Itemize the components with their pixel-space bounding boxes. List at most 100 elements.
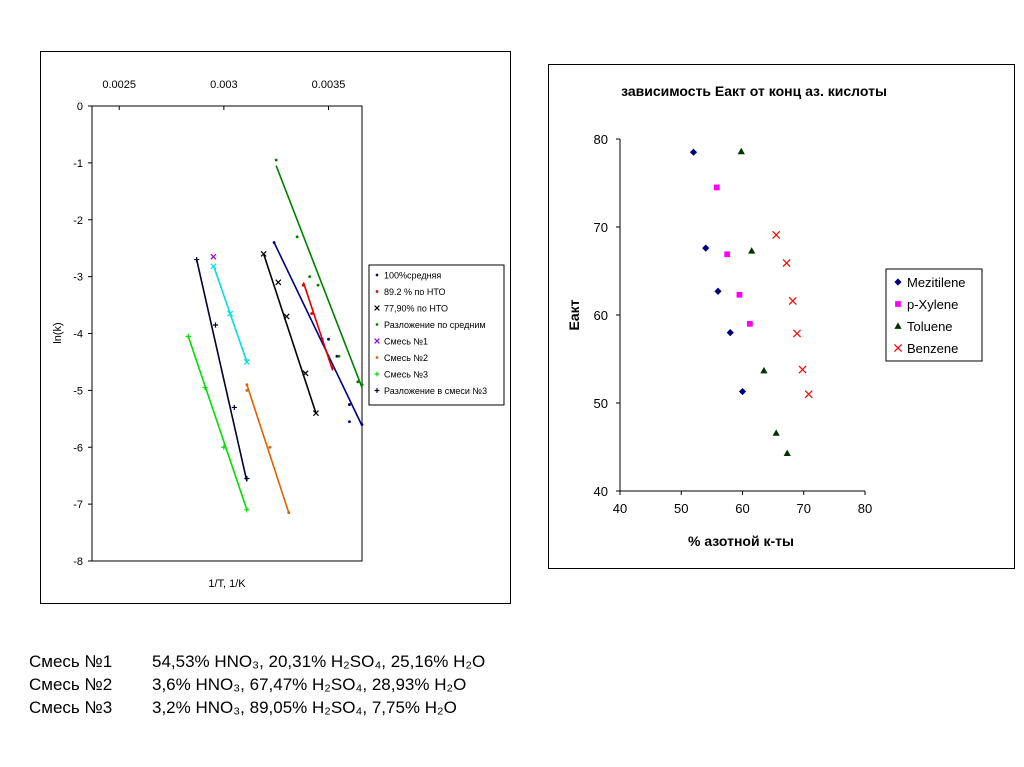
data-point: [245, 388, 249, 392]
chart-title: зависимость Еакт от конц аз. кислоты: [621, 83, 887, 99]
data-point: [375, 290, 379, 293]
data-point: [301, 283, 305, 287]
series: [272, 241, 364, 426]
data-point: [737, 147, 745, 155]
data-point: [724, 251, 731, 258]
trend-line: [275, 165, 363, 388]
y-tick-label: -1: [73, 158, 83, 170]
x-axis-label: % азотной к-ты: [688, 533, 794, 549]
mixture-note: Смесь №2 3,6% HNO₃, 67,47% H₂SO₄, 28,93%…: [29, 673, 485, 696]
series: [194, 256, 250, 482]
y-tick-label: 50: [594, 396, 608, 411]
data-point: [221, 444, 227, 450]
data-point: [335, 354, 339, 358]
data-point: [295, 235, 299, 239]
data-point: [348, 420, 351, 424]
mixture-composition: 3,6% HNO₃, 67,47% H₂SO₄, 28,93% H₂O: [152, 675, 467, 694]
data-point: [746, 320, 753, 327]
data-point: [244, 507, 250, 513]
activation-energy-chart: зависимость Еакт от конц аз. кислоты 40 50…: [548, 64, 1015, 569]
data-point: [782, 259, 791, 268]
data-point: [726, 329, 734, 337]
y-tick-label: -7: [73, 499, 83, 511]
series: [713, 184, 753, 327]
mixture-note: Смесь №3 3,2% HNO₃, 89,05% H₂SO₄, 7,75% …: [29, 696, 485, 719]
data-point: [327, 337, 330, 341]
data-point: [798, 365, 807, 374]
x-tick-label: 0.0035: [312, 79, 346, 91]
data-point: [260, 250, 267, 257]
mixture-composition: 3,2% HNO₃, 89,05% H₂SO₄, 7,75% H₂O: [152, 698, 457, 717]
data-point: [243, 358, 250, 365]
data-point: [783, 449, 791, 457]
legend-label: Смесь №3: [384, 370, 428, 380]
data-point: [772, 230, 781, 239]
mixture-composition: 54,53% HNO₃, 20,31% H₂SO₄, 25,16% H₂O: [152, 652, 486, 671]
legend-label: Разложение по средним: [384, 320, 486, 330]
data-point: [375, 273, 379, 277]
data-point: [360, 383, 364, 387]
series: [301, 282, 335, 371]
data-point: [895, 301, 901, 307]
y-tick-label: -5: [73, 385, 83, 397]
legend-label: p-Xylene: [907, 297, 958, 312]
x-tick-label: 60: [735, 501, 749, 516]
data-point: [893, 343, 903, 353]
trend-line: [302, 282, 334, 371]
data-point: [244, 475, 250, 482]
data-point: [702, 244, 710, 252]
y-tick-label: -6: [73, 442, 83, 454]
x-tick-label: 50: [674, 501, 688, 516]
data-point: [375, 323, 379, 326]
data-point: [274, 158, 278, 162]
y-tick-label: -2: [73, 215, 83, 227]
data-point: [748, 247, 756, 254]
x-tick-label: 80: [858, 501, 872, 516]
series: [737, 147, 791, 457]
activation-energy-chart-svg: зависимость Еакт от конц аз. кислоты 40 50…: [566, 83, 983, 549]
legend-label: 89.2 % по НТО: [384, 287, 446, 297]
data-point: [337, 354, 341, 358]
x-tick-label: 0.0025: [102, 79, 136, 91]
data-point: [227, 310, 234, 317]
data-point: [374, 388, 380, 393]
data-point: [210, 263, 217, 270]
series: [260, 250, 319, 417]
data-point: [736, 291, 743, 298]
data-point: [689, 148, 698, 156]
legend-label: Mezitilene: [907, 275, 966, 290]
data-point: [308, 275, 312, 279]
mixture-compositions: Смесь №1 54,53% HNO₃, 20,31% H₂SO₄, 25,1…: [29, 650, 485, 719]
trend-line: [187, 336, 248, 511]
y-tick-label: -8: [73, 556, 83, 568]
mixture-name: Смесь №3: [29, 698, 113, 717]
data-point: [212, 322, 219, 328]
y-tick-label: 0: [77, 101, 83, 113]
legend-box: [885, 268, 983, 362]
legend-box: [368, 264, 505, 406]
data-point: [272, 241, 276, 244]
y-tick-label: 80: [594, 132, 608, 147]
data-point: [760, 366, 768, 374]
trend-line: [273, 242, 363, 426]
data-point: [360, 423, 364, 426]
data-point: [231, 404, 237, 411]
y-tick-label: 60: [594, 308, 608, 323]
plot-area: [91, 105, 363, 562]
data-point: [210, 253, 217, 260]
arrhenius-chart-svg: 0 -1 -2 -3 -4 -5 -6 -7 -8 0.0025 0.003 0.0035 1/T, 1…: [52, 79, 505, 590]
data-point: [320, 337, 324, 341]
series: [772, 230, 813, 399]
data-point: [714, 287, 722, 295]
legend-label: Benzene: [907, 341, 958, 356]
legend-label: Toluene: [907, 319, 953, 334]
y-tick-label: -4: [73, 329, 83, 341]
data-point: [310, 312, 314, 316]
x-tick-label: 70: [797, 501, 811, 516]
legend-label: Смесь №2: [384, 353, 428, 363]
trend-line: [262, 253, 317, 414]
y-tick-label: 40: [594, 484, 608, 499]
series: [689, 148, 747, 396]
x-axis-label: 1/T, 1/K: [208, 578, 246, 590]
data-point: [194, 256, 200, 263]
